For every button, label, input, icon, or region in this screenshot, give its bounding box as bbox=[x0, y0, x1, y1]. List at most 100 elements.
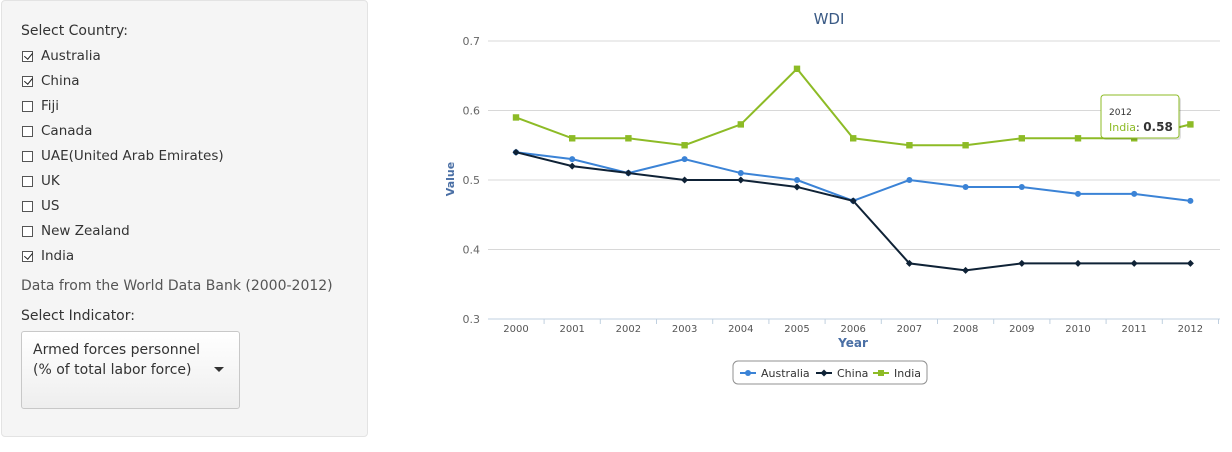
data-point-india bbox=[962, 142, 969, 149]
data-point-australia bbox=[569, 156, 576, 163]
data-point-australia bbox=[1131, 190, 1138, 197]
legend-label: China bbox=[837, 367, 868, 380]
legend-item-india[interactable]: India bbox=[873, 367, 921, 380]
checkbox-unchecked-icon[interactable] bbox=[22, 150, 33, 162]
y-tick-label: 0.7 bbox=[463, 35, 481, 48]
data-point-australia bbox=[1018, 183, 1025, 190]
checkbox-checked-icon[interactable] bbox=[22, 50, 33, 62]
data-point-australia bbox=[681, 156, 688, 163]
legend-circle-icon bbox=[745, 370, 751, 376]
data-point-india bbox=[512, 114, 520, 121]
y-axis-title: Value bbox=[444, 162, 457, 196]
x-tick-label: 2002 bbox=[616, 324, 641, 335]
tooltip-colon: : bbox=[1136, 121, 1143, 134]
data-point-australia bbox=[513, 149, 519, 156]
checkbox-unchecked-icon[interactable] bbox=[22, 100, 33, 112]
chart-tooltip: 2012 India: 0.58 bbox=[1100, 94, 1181, 140]
legend-item-china[interactable]: China bbox=[816, 367, 868, 380]
country-name: Fiji bbox=[41, 98, 60, 114]
data-point-china bbox=[1130, 259, 1138, 267]
data-point-australia bbox=[1075, 190, 1081, 197]
data-point-china bbox=[624, 169, 632, 177]
x-tick-label: 2001 bbox=[559, 324, 584, 335]
country-checkbox-australia[interactable]: Australia bbox=[22, 47, 101, 65]
country-name: China bbox=[41, 73, 80, 89]
indicator-label: Select Indicator: bbox=[21, 308, 135, 324]
series-line-india bbox=[515, 67, 1191, 147]
tooltip-shadow bbox=[1103, 97, 1181, 140]
data-point-china bbox=[849, 197, 857, 205]
y-tick-label: 0.6 bbox=[463, 105, 481, 118]
country-checkbox-new-zealand[interactable]: New Zealand bbox=[22, 222, 130, 240]
country-name: India bbox=[41, 248, 75, 264]
data-point-china bbox=[568, 162, 576, 170]
chart-gridlines bbox=[488, 40, 1220, 320]
country-name: UAE(United Arab Emirates) bbox=[41, 148, 224, 164]
data-point-india bbox=[681, 142, 688, 149]
data-point-india bbox=[569, 135, 576, 142]
data-point-australia bbox=[962, 183, 969, 190]
checkbox-unchecked-icon[interactable] bbox=[22, 175, 33, 187]
checkbox-unchecked-icon[interactable] bbox=[22, 200, 33, 212]
chevron-down-icon[interactable] bbox=[214, 367, 224, 372]
legend-item-australia[interactable]: Australia bbox=[740, 367, 810, 380]
checkbox-checked-icon[interactable] bbox=[22, 75, 33, 87]
x-tick-label: 2003 bbox=[672, 324, 697, 335]
country-checkbox-uk[interactable]: UK bbox=[22, 172, 60, 190]
x-tick-label: 2000 bbox=[503, 324, 528, 335]
x-tick-label: 2012 bbox=[1178, 324, 1203, 335]
x-tick-label: 2004 bbox=[728, 324, 753, 335]
checkbox-unchecked-icon[interactable] bbox=[22, 225, 33, 237]
x-tick-label: 2006 bbox=[840, 324, 865, 335]
sidebar-panel: Select Country: Australia China Fiji Canada… bbox=[1, 0, 368, 437]
country-checkbox-uae-united-arab-emirates[interactable]: UAE(United Arab Emirates) bbox=[22, 147, 224, 165]
data-point-china bbox=[1018, 259, 1026, 267]
x-axis: 2000 2001 2002 2003 2004 2005 2006 2007 2008 2009… bbox=[488, 318, 1220, 335]
data-point-india bbox=[850, 135, 857, 142]
country-name: US bbox=[41, 198, 60, 214]
checkbox-unchecked-icon[interactable] bbox=[22, 125, 33, 137]
tooltip-series: India: 0.58 bbox=[1109, 120, 1173, 134]
legend-label: India bbox=[894, 367, 921, 380]
data-point-australia bbox=[737, 170, 744, 177]
data-point-china bbox=[737, 176, 745, 184]
country-name: New Zealand bbox=[41, 223, 130, 239]
data-point-china bbox=[962, 266, 970, 274]
tooltip-year: 2012 bbox=[1109, 108, 1132, 118]
data-point-india bbox=[1074, 135, 1082, 142]
data-point-australia bbox=[625, 170, 632, 177]
x-tick-label: 2007 bbox=[897, 324, 922, 335]
indicator-selected-value: Armed forces personnel (% of total labor… bbox=[33, 342, 201, 378]
country-checkbox-canada[interactable]: Canada bbox=[22, 122, 92, 140]
tooltip-series-name: India bbox=[1109, 121, 1136, 134]
chart-legend: Australia China India bbox=[732, 360, 928, 385]
data-point-australia bbox=[794, 177, 800, 183]
country-checkbox-china[interactable]: China bbox=[22, 72, 80, 90]
checkbox-checked-icon[interactable] bbox=[22, 250, 33, 262]
data-point-australia bbox=[1187, 197, 1194, 204]
data-point-india bbox=[737, 121, 744, 128]
x-tick-label: 2010 bbox=[1065, 324, 1090, 335]
country-checkbox-india[interactable]: India bbox=[22, 247, 74, 265]
tooltip-value: 0.58 bbox=[1143, 120, 1173, 134]
legend-label: Australia bbox=[761, 367, 810, 380]
data-point-australia bbox=[906, 177, 913, 183]
data-point-india bbox=[1018, 135, 1025, 142]
indicator-select[interactable]: Armed forces personnel (% of total labor… bbox=[21, 331, 240, 409]
data-point-china bbox=[905, 259, 913, 267]
legend-square-icon bbox=[878, 370, 884, 376]
x-tick-label: 2008 bbox=[953, 324, 978, 335]
country-checkbox-us[interactable]: US bbox=[22, 197, 59, 215]
series-line-australia bbox=[515, 151, 1191, 202]
country-name: Canada bbox=[41, 123, 93, 139]
y-tick-label: 0.4 bbox=[463, 244, 481, 257]
country-name: UK bbox=[41, 173, 60, 189]
data-point-australia bbox=[850, 197, 857, 204]
data-point-india bbox=[1131, 135, 1138, 142]
x-tick-label: 2005 bbox=[784, 324, 809, 335]
country-label: Select Country: bbox=[21, 23, 128, 39]
country-name: Australia bbox=[41, 48, 101, 64]
country-checkbox-fiji[interactable]: Fiji bbox=[22, 97, 59, 115]
y-tick-label: 0.5 bbox=[463, 174, 481, 187]
x-axis-title: Year bbox=[837, 336, 868, 350]
